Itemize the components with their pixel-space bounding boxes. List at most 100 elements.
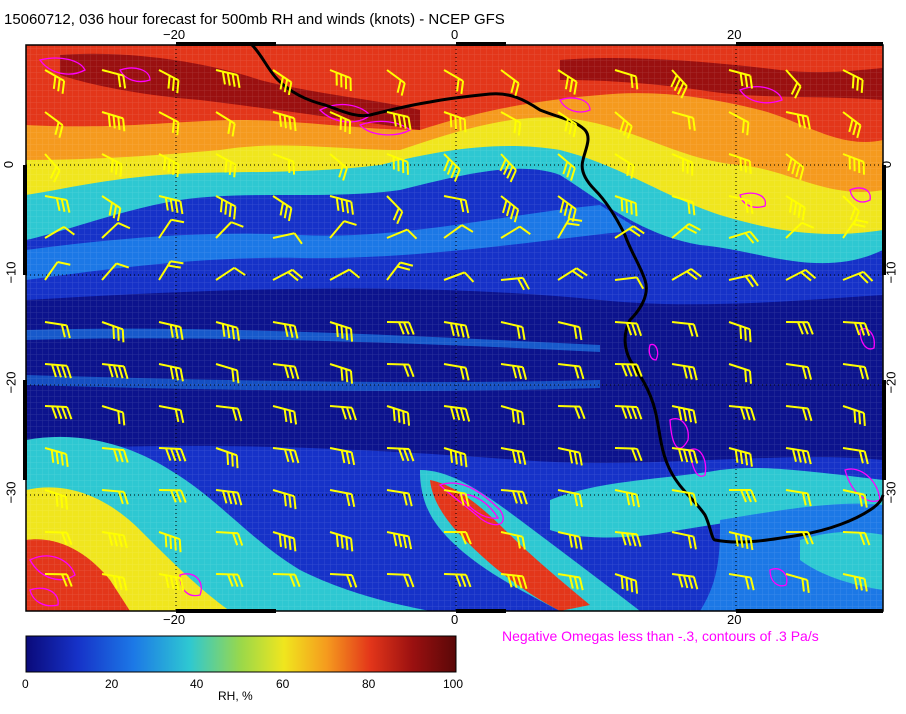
wind-barb	[842, 573, 868, 592]
wind-barb	[443, 153, 461, 182]
wind-barb	[215, 573, 244, 588]
wind-barb	[785, 221, 815, 239]
wind-barb	[785, 363, 813, 380]
wind-barb	[500, 195, 520, 223]
wind-barb	[671, 363, 698, 381]
wind-barb	[386, 531, 413, 550]
wind-barb	[44, 195, 71, 213]
wind-barb	[44, 260, 71, 281]
wind-barb	[500, 363, 528, 380]
wind-barb	[158, 363, 184, 382]
wind-barb	[500, 276, 530, 291]
wind-barb	[614, 531, 642, 548]
wind-barb	[272, 268, 304, 282]
lat-tick-label: 0	[879, 160, 895, 169]
wind-barb	[329, 268, 361, 281]
wind-barb	[101, 573, 128, 591]
wind-barb	[728, 274, 759, 288]
wind-barb	[785, 69, 802, 99]
wind-barb	[785, 531, 814, 545]
wind-barb	[158, 195, 184, 215]
wind-barb	[557, 573, 584, 591]
wind-barb	[272, 69, 293, 96]
wind-barb	[614, 573, 639, 594]
wind-barb	[728, 489, 757, 503]
wind-barb	[386, 405, 411, 426]
wind-barb	[842, 218, 869, 239]
wind-barb	[500, 531, 526, 550]
wind-barb	[842, 111, 862, 139]
wind-barb	[101, 531, 128, 549]
colorbar-tick: 100	[443, 677, 464, 691]
wind-barb	[386, 261, 414, 281]
colorbar-tick: 20	[105, 677, 119, 691]
wind-barb	[443, 111, 467, 133]
lat-tick-label: −30	[3, 481, 19, 504]
wind-barb	[272, 405, 298, 425]
wind-barb	[670, 69, 688, 99]
wind-barb	[443, 321, 470, 339]
wind-barb	[557, 153, 576, 181]
wind-barb	[728, 230, 760, 244]
omega-annotation: Negative Omegas less than -.3, contours …	[502, 628, 819, 644]
wind-barb	[728, 69, 754, 89]
wind-barb	[671, 531, 697, 550]
colorbar-tick: 0	[22, 677, 29, 691]
wind-barb	[158, 447, 187, 462]
wind-barb	[44, 363, 72, 379]
wind-barb	[842, 405, 866, 426]
wind-barb	[557, 267, 588, 281]
wind-barb	[614, 276, 645, 290]
wind-barb	[101, 111, 126, 132]
wind-barb	[158, 218, 185, 239]
wind-barb	[386, 363, 415, 378]
wind-barb	[272, 447, 300, 464]
colorbar-label: RH, %	[218, 689, 253, 703]
wind-barb	[557, 321, 583, 341]
wind-barb	[557, 531, 583, 550]
wind-barb	[842, 531, 871, 546]
colorbar-tick: 40	[190, 677, 204, 691]
wind-barb	[215, 195, 237, 220]
wind-barb	[557, 111, 578, 138]
wind-barb	[386, 153, 409, 175]
wind-barb	[785, 405, 813, 422]
wind-barb	[842, 489, 868, 508]
rh-colorbar	[25, 635, 457, 673]
wind-barb	[728, 321, 752, 343]
wind-barb	[671, 447, 699, 464]
wind-barb	[329, 363, 354, 384]
wind-barb	[842, 153, 866, 175]
wind-barb	[671, 153, 694, 176]
wind-barb	[671, 111, 696, 131]
wind-barb	[785, 489, 812, 507]
wind-barb	[500, 225, 531, 239]
wind-barb	[499, 153, 517, 183]
wind-barb	[329, 69, 352, 92]
wind-barb	[614, 225, 645, 239]
lon-tick-label: 0	[451, 27, 459, 42]
wind-barbs	[44, 69, 874, 594]
wind-barb	[671, 321, 699, 338]
wind-barb	[215, 531, 244, 546]
wind-barb	[329, 573, 358, 588]
wind-barb	[44, 226, 75, 239]
wind-barb	[842, 69, 864, 93]
wind-barb	[842, 447, 869, 465]
wind-barb	[44, 69, 66, 94]
wind-barb	[158, 69, 180, 94]
wind-barb	[329, 321, 354, 342]
wind-barb	[614, 69, 639, 90]
wind-barb	[215, 111, 236, 137]
wind-barb	[728, 153, 752, 175]
wind-barb	[557, 489, 584, 508]
wind-barb	[101, 195, 122, 222]
wind-barb	[44, 321, 71, 339]
lat-tick-label: −10	[883, 261, 899, 284]
wind-barb	[500, 69, 520, 97]
wind-barb	[329, 220, 357, 239]
wind-barb	[842, 363, 870, 380]
wind-barb	[329, 489, 356, 508]
wind-barb	[386, 111, 412, 131]
